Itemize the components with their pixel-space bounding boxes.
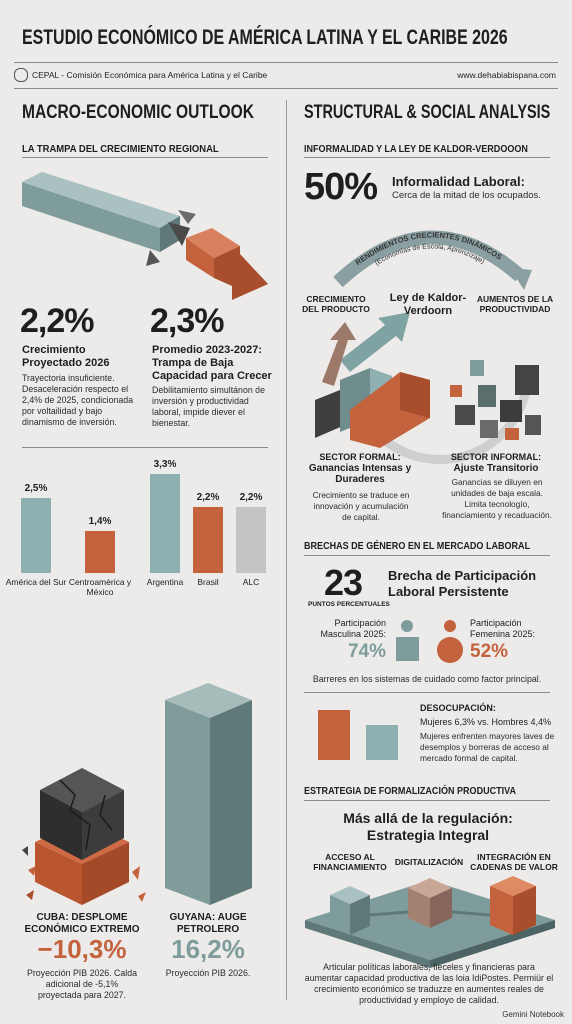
unemployment-bar xyxy=(318,709,350,760)
rule xyxy=(304,692,550,693)
bar-category-label: Argentina xyxy=(146,577,184,587)
informal-blocks xyxy=(450,360,541,440)
cycle-node: AUMENTOS DE LA PRODUCTIVIDAD xyxy=(476,294,554,314)
male-value: 74% xyxy=(347,641,386,662)
source: CEPAL - Comisión Económica para América … xyxy=(32,70,268,80)
rule xyxy=(304,800,550,801)
section-heading: MACRO-ECONOMIC OUTLOOK xyxy=(22,102,254,123)
gender-note: Barreres en los sistemas de cuidado como… xyxy=(312,674,542,684)
sector-subtitle: Ganancias Intensas y Duraderes xyxy=(308,463,412,485)
gap-label: Brecha de Participación Laboral Persiste… xyxy=(388,568,537,599)
bar-category-label: Brasil xyxy=(197,577,219,587)
guyana-value: 16,2% xyxy=(171,934,245,964)
footer: Gemini Notebook xyxy=(502,1010,564,1019)
unemployment-rates: Mujeres 6,3% vs. Hombres 4,4% xyxy=(420,717,552,727)
guyana-description: Proyección PIB 2026. xyxy=(165,968,251,978)
subheading: ESTRATEGIA DE FORMALIZACIÓN PRODUCTIVA xyxy=(304,785,517,797)
stat-description: Debilitamiento simultánon de inversión y… xyxy=(152,385,265,428)
bar xyxy=(150,474,180,573)
unemployment-description: Mujeres enfrenten mayores laves de desem… xyxy=(420,731,555,763)
bar xyxy=(193,507,223,573)
unemployment-title: DESOCUPACIÓN: xyxy=(420,703,496,713)
gap-value: 23 xyxy=(324,562,363,603)
cuba-description: Proyección PIB 2026. Calda adicional de … xyxy=(26,968,138,1000)
female-value: 52% xyxy=(470,641,509,662)
bar-category-label: Centroamérica y México xyxy=(68,577,132,597)
bar-category-label: América del Sur xyxy=(5,577,67,587)
bar-chart: 2,5% América del Sur 1,4% Centroamérica y M… xyxy=(5,459,266,597)
bar-category-label: ALC xyxy=(242,577,260,587)
sector-title: SECTOR FORMAL: xyxy=(319,452,401,462)
subheading: LA TRAMPA DEL CRECIMIENTO REGIONAL xyxy=(22,143,219,155)
section-heading: STRUCTURAL & SOCIAL ANALYSIS xyxy=(304,102,551,123)
stat-value: 2,3% xyxy=(150,302,224,340)
bar-value-label: 3,3% xyxy=(153,459,177,470)
url: www.dehabiabispana.com xyxy=(457,70,556,80)
divider xyxy=(286,100,287,1000)
strategy-illustration xyxy=(305,876,555,968)
female-label: Participación Femenina 2025: xyxy=(470,618,536,639)
rule xyxy=(22,157,268,158)
gender-icons xyxy=(396,620,463,663)
strategy-title: Más allá de la regulación: Estrategia In… xyxy=(343,810,513,843)
guyana-illustration xyxy=(165,683,252,905)
broken-beam xyxy=(22,172,268,300)
cuba-label: CUBA: DESPLOME ECONÓMICO EXTREMO xyxy=(24,912,140,935)
informality-value: 50% xyxy=(304,166,378,208)
male-label: Participación Masculina 2025: xyxy=(320,618,386,639)
informality-label: Informalidad Laboral: xyxy=(392,174,525,189)
rule xyxy=(14,62,558,63)
informality-description: Cerca de la mitad de los ocupados. xyxy=(392,190,541,201)
rule xyxy=(304,157,550,158)
cuba-value: −10,3% xyxy=(37,934,127,964)
bar xyxy=(236,507,266,573)
rule xyxy=(14,88,558,89)
logo xyxy=(14,68,28,82)
cycle-center: Ley de Kaldor-Verdoorn xyxy=(389,292,467,317)
rule xyxy=(304,555,550,556)
sector-description: Ganancias se diluyen en unidades de baja… xyxy=(442,477,552,520)
dynamic-returns-arc xyxy=(333,230,533,465)
bar-value-label: 2,2% xyxy=(196,492,220,503)
sector-subtitle: Ajuste Transitorio xyxy=(453,463,539,474)
strategy-description: Articular políticas laborales, fieceles … xyxy=(304,962,554,1005)
stat-label: Promedio 2023-2027: Trampa de Baja Capac… xyxy=(152,344,272,382)
page-title: ESTUDIO ECONÓMICO DE AMÉRICA LATINA Y EL… xyxy=(22,26,508,49)
strategy-pillar: ACCESO AL FINANCIAMIENTO xyxy=(313,852,387,872)
subheading: BRECHAS DE GÉNERO EN EL MERCADO LABORAL xyxy=(304,540,531,552)
cycle-node: CRECIMIENTO DEL PRODUCTO xyxy=(302,294,370,314)
guyana-label: GUYANA: AUGE PETROLERO xyxy=(169,912,247,935)
bar xyxy=(21,498,51,573)
formal-stairs xyxy=(315,312,430,448)
strategy-pillar: INTEGRACIÓN EN CADENAS DE VALOR xyxy=(470,852,558,872)
rule xyxy=(22,447,268,448)
bar-value-label: 2,5% xyxy=(24,483,48,494)
gap-unit: PUNTOS PERCENTUALES xyxy=(308,601,390,608)
strategy-pillar: DIGITALIZACIÓN xyxy=(394,857,464,867)
sector-title: SECTOR INFORMAL: xyxy=(450,452,542,462)
bar-value-label: 1,4% xyxy=(88,516,112,527)
stat-description: Trayectoria insuficiente. Desaceleración… xyxy=(22,373,134,427)
cuba-illustration xyxy=(22,768,146,905)
bar xyxy=(85,531,115,573)
stat-label: Crecimiento Proyectado 2026 xyxy=(22,344,110,369)
bar-value-label: 2,2% xyxy=(239,492,263,503)
unemployment-chart xyxy=(0,0,572,760)
stat-value: 2,2% xyxy=(20,302,94,340)
subheading: INFORMALIDAD Y LA LEY DE KALDOR-VERDOOON xyxy=(304,143,528,155)
sector-description: Crecimiento se traduce en innovación y a… xyxy=(312,490,410,522)
unemployment-bar xyxy=(366,724,398,760)
